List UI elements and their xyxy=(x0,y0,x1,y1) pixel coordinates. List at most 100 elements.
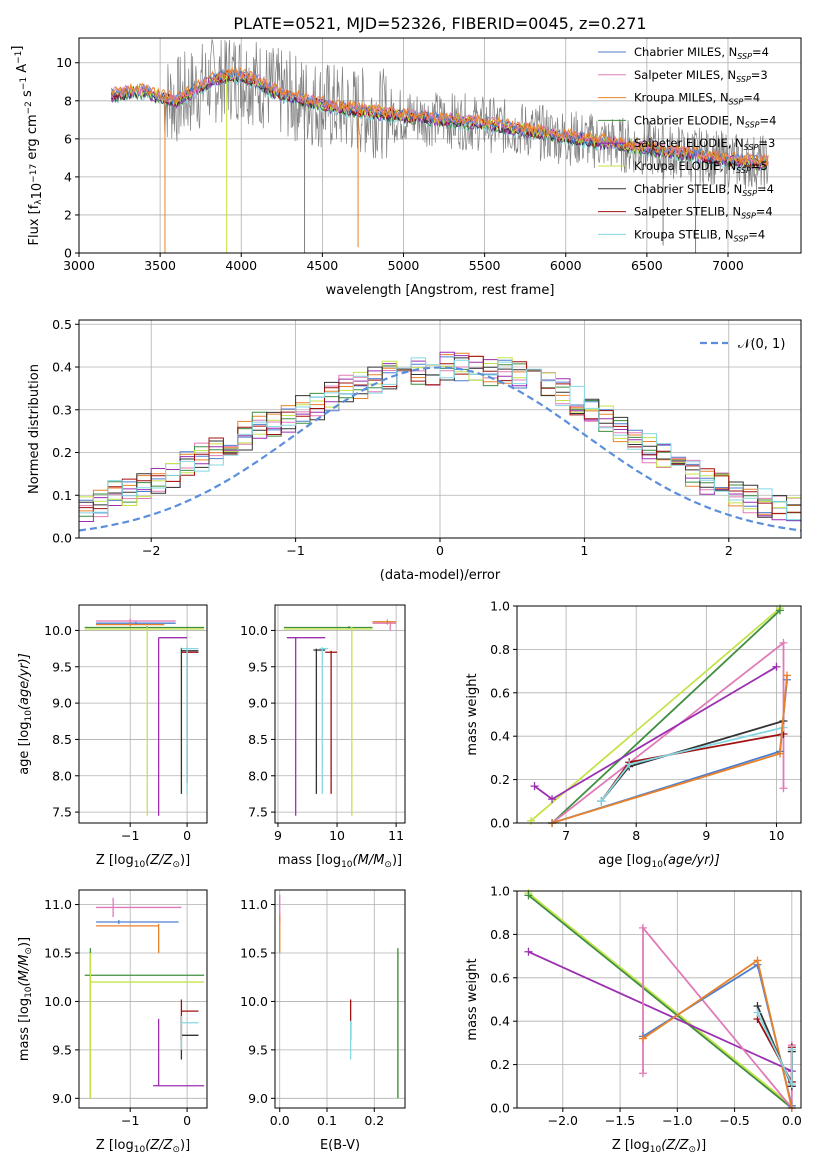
legend-subscript: SSP xyxy=(742,189,757,198)
legend-subscript: SSP xyxy=(729,98,744,107)
legend-subscript: SSP xyxy=(736,75,751,84)
age_vs_Z-xaxis: −1 0 xyxy=(121,605,191,843)
mass-vs-ebv-xlabel: E(B-V) xyxy=(320,1138,360,1153)
legend-nssp: =4 xyxy=(756,205,773,219)
weight_vs_Z-xtick-label: −1.5 xyxy=(605,1113,635,1128)
age_vs_mass-ytick-label: 7.5 xyxy=(248,805,268,820)
legend-label-SM: Salpeter MILES, NSSP=3 xyxy=(634,68,768,84)
age_vs_Z-ytick-label: 10.0 xyxy=(44,623,72,638)
weight_vs_age-ylabel: mass weight xyxy=(465,673,480,755)
weight_vs_age-marker-SM xyxy=(779,784,788,793)
weight_vs_age-marker-KS xyxy=(625,760,634,769)
age-vs-Z-xlabel: Z [log10(Z/Z⊙)] xyxy=(96,853,190,870)
spectrum-ylabel-part: −1 xyxy=(19,77,29,90)
spectrum-xtick-label: 6000 xyxy=(550,258,582,273)
weight_vs_Z-yaxis: 0.0 0.2 0.4 0.6 0.8 1.0 xyxy=(490,884,801,1116)
weight_vs_age-marker-KM xyxy=(775,749,784,758)
spectrum-xtick-label: 6500 xyxy=(631,258,663,273)
legend-subscript: SSP xyxy=(741,212,756,221)
age-vs-mass-xlabel-part: (M/M xyxy=(353,853,385,868)
residuals-xtick-label: 0 xyxy=(436,543,444,558)
mass-vs-Z-xlabel-part: )] xyxy=(180,1138,190,1153)
legend-text: Chabrier STELIB, N xyxy=(634,182,742,196)
spectrum-xtick-label: 5000 xyxy=(388,258,420,273)
weight_vs_age-marker-KM xyxy=(782,671,791,680)
spectrum-ylabel: Flux [fλ10−17 erg cm−2 s−1 A−1] xyxy=(10,46,45,246)
weight_vs_age-marker-SE xyxy=(772,662,781,671)
weight-vs-Z-xlabel-part: Z [log xyxy=(612,1138,650,1153)
mass-vs-Z-xlabel: Z [log10(Z/Z⊙)] xyxy=(96,1138,190,1155)
mass-vs-Z-xlabel-part: 10 xyxy=(134,1145,146,1155)
spectrum-xtick-label: 4000 xyxy=(225,258,257,273)
spectrum-ytick-label: 8 xyxy=(64,93,72,108)
weight_vs_Z-ytick-label: 0.8 xyxy=(490,927,510,942)
weight_vs_Z-xtick-label: −2.0 xyxy=(548,1113,578,1128)
weight_vs_age-ytick-label: 0.2 xyxy=(490,772,510,787)
weight_vs_age-xaxis: 7 8 9 10 xyxy=(562,606,784,843)
weight_vs_Z-xaxis: −2.0 −1.5 −1.0 −0.5 0.0 xyxy=(548,891,802,1128)
age-vs-mass-xlabel: mass [log10(M/M⊙)] xyxy=(278,853,402,870)
weight_vs_age-line-KM xyxy=(551,675,788,824)
residuals-ytick-label: 0.3 xyxy=(52,402,72,417)
mass_vs_Z-ytick-label: 11.0 xyxy=(44,897,72,912)
mass_vs_Z-yaxis: 9.0 9.5 10.0 10.5 11.0 xyxy=(44,897,207,1106)
spectrum-xtick-label: 5500 xyxy=(469,258,501,273)
weight_vs_age-marker-SM xyxy=(779,638,788,647)
gaussian-legend-label: 𝒩(0, 1) xyxy=(738,337,785,352)
legend-subscript: SSP xyxy=(737,52,752,61)
residuals-xtick-label: 1 xyxy=(580,543,588,558)
residuals-ytick-label: 0.2 xyxy=(52,445,72,460)
weight_vs_Z-line-SM xyxy=(642,925,793,1111)
legend-text: Salpeter MILES, N xyxy=(634,68,736,82)
weight_vs_age-ytick-label: 0.8 xyxy=(490,642,510,657)
age_vs_mass-xtick-label: 10 xyxy=(329,828,345,843)
weight_vs_age-xtick-label: 9 xyxy=(702,828,710,843)
legend-subscript: SSP xyxy=(745,120,760,129)
weight_vs_Z-marker-SE xyxy=(524,947,533,956)
legend-nssp: =3 xyxy=(751,68,768,82)
mass-vs-Z-xlabel-part: Z [log xyxy=(96,1138,134,1153)
age_vs_Z-ytick-label: 8.0 xyxy=(52,768,72,783)
weight_vs_Z-frame xyxy=(516,890,802,1109)
legend-text: Chabrier MILES, N xyxy=(634,45,737,59)
residuals-ytick-label: 0.5 xyxy=(52,317,72,332)
weight_vs_age-ytick-label: 0.0 xyxy=(490,816,510,831)
age-vs-mass-xlabel-part: )] xyxy=(392,853,402,868)
age-vs-mass-xlabel-part: mass [log xyxy=(278,853,341,868)
spectrum-ylabel-part: A xyxy=(15,64,30,77)
legend-text: Chabrier ELODIE, N xyxy=(634,113,745,127)
spectrum-xtick-label: 3000 xyxy=(63,258,95,273)
weight_vs_age-line-CE xyxy=(551,609,781,824)
mass-vs-Z-ylabel-part: )] xyxy=(17,937,32,947)
legend-text: Kroupa ELODIE, N xyxy=(634,159,736,173)
spectrum-ylabel-part: −2 xyxy=(24,101,34,114)
mass_vs_ebv-frame xyxy=(274,889,406,1109)
spectrum-xtick-label: 7000 xyxy=(712,258,744,273)
mass_vs_ebv-ytick-label: 9.0 xyxy=(248,1091,268,1106)
weight_vs_Z-marker-CE xyxy=(524,891,533,900)
weight_vs_Z-xtick-label: −0.5 xyxy=(719,1113,749,1128)
age-vs-Z-xlabel-part: )] xyxy=(180,853,190,868)
weight-vs-Z-xlabel-part: (Z/Z xyxy=(661,1138,689,1153)
weight_vs_age-line-SM xyxy=(551,641,785,824)
weight_vs_Z-ytick-label: 1.0 xyxy=(490,884,510,899)
mass_vs_ebv-panel: 0.0 0.1 0.2 9.0 9.5 10.0 10.5 11.0 E(B-V) xyxy=(240,889,406,1153)
spectrum-model-line-KM xyxy=(110,65,769,167)
age-vs-Z-ylabel-part: (age/yr)] xyxy=(17,653,32,710)
age-vs-mass-xlabel-part: 10 xyxy=(341,860,353,870)
age-vs-Z-ylabel-part: age [log xyxy=(17,722,32,775)
legend-nssp: =4 xyxy=(757,182,774,196)
mass-vs-Z-ylabel: mass [log10(M/M⊙)] xyxy=(17,937,34,1061)
weight_vs_Z-line-SE xyxy=(528,950,793,1072)
legend-nssp: =3 xyxy=(758,136,775,150)
weight_vs_Z-ytick-label: 0.2 xyxy=(490,1057,510,1072)
legend-label-CM: Chabrier MILES, NSSP=4 xyxy=(634,45,769,61)
weight_vs_Z-line-KE xyxy=(527,892,793,1107)
residuals-xtick-label: −2 xyxy=(142,543,160,558)
legend-nssp: =4 xyxy=(752,45,769,59)
age_vs_Z-xtick-label: −1 xyxy=(121,828,139,843)
spectrum-ylabel-part: Flux [f xyxy=(27,204,42,245)
mass_vs_Z-panel: −1 09.09.510.010.511.0Z [log10(Z/Z⊙)]mass… xyxy=(17,889,208,1155)
weight-vs-Z-xlabel-part: 10 xyxy=(650,1145,662,1155)
weight_vs_Z-line-CE xyxy=(527,894,793,1109)
